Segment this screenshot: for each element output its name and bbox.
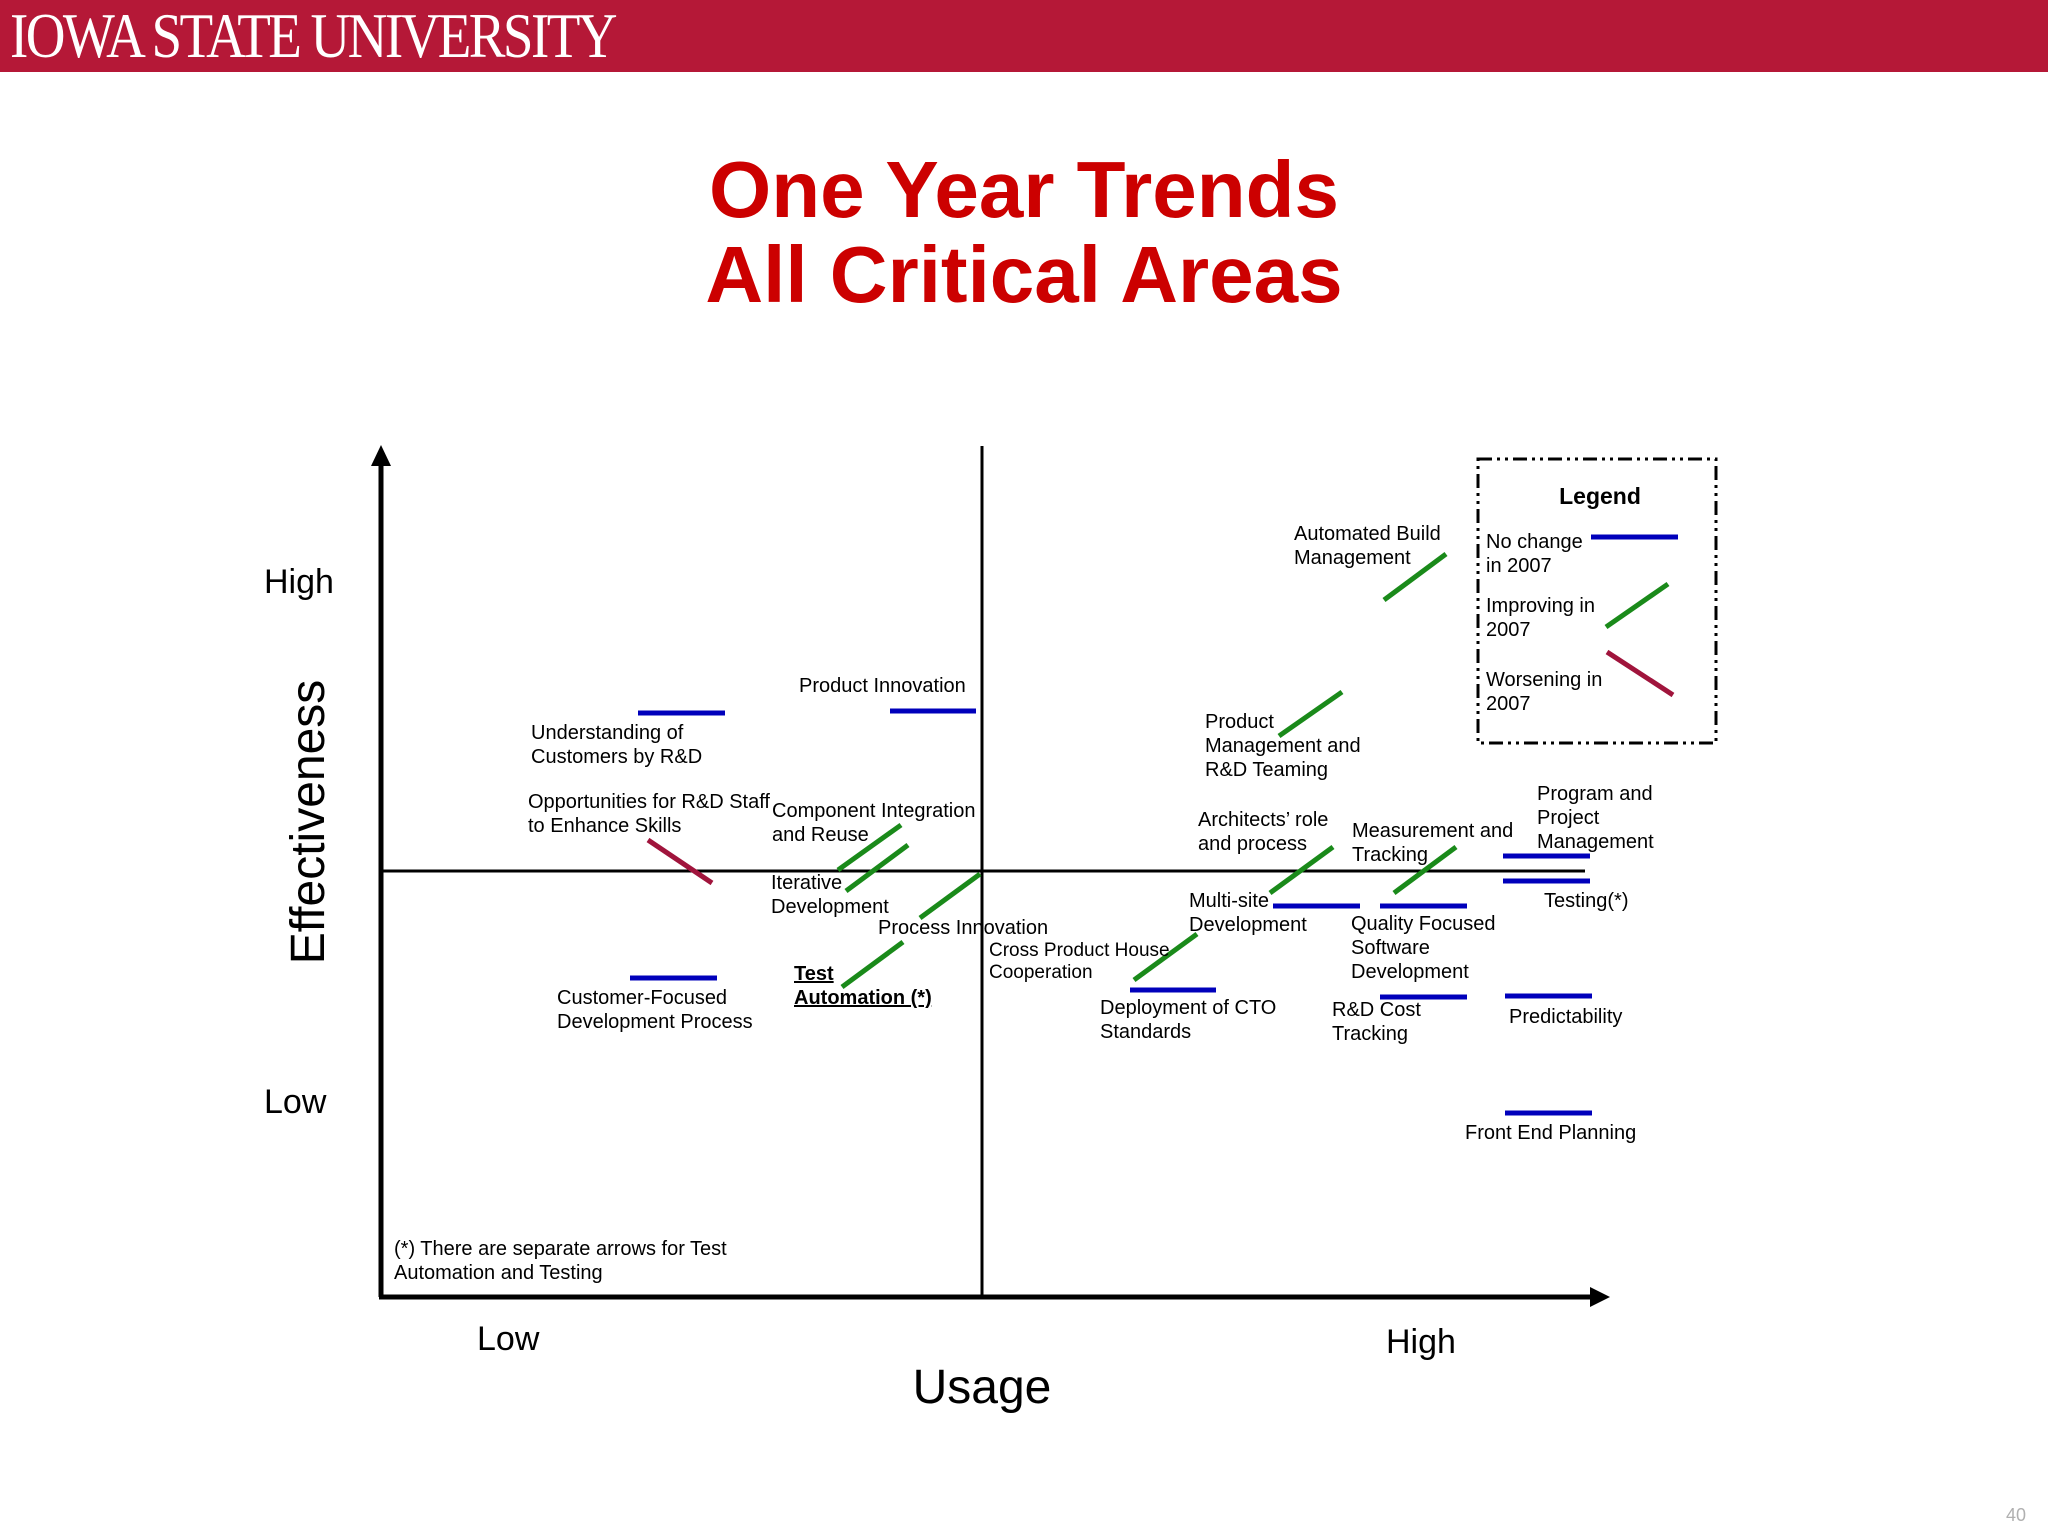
x-axis-arrowhead: [1590, 1287, 1610, 1307]
trend-marker-component-integration-and-reuse: [836, 822, 903, 873]
item-label-component-integration-and-reuse-line-2: and Reuse: [772, 824, 869, 846]
x-tick-low: Low: [477, 1320, 540, 1358]
trend-marker-automated-build-management: [1382, 551, 1448, 603]
item-label-product-innovation-line-1: Product Innovation: [799, 675, 966, 697]
x-tick-high: High: [1386, 1323, 1456, 1361]
trend-marker-cross-product-house-cooperation: [1132, 931, 1199, 983]
trend-marker-iterative-development: [844, 842, 910, 894]
item-label-front-end-planning-line-1: Front End Planning: [1465, 1122, 1636, 1144]
item-label-understanding-of-customers-by-r-d-line-2: Customers by R&D: [531, 746, 702, 768]
item-label-architects-role-and-process-line-2: and process: [1198, 833, 1307, 855]
trend-marker-architects-role-and-process: [1268, 844, 1335, 896]
footnote-line-1: (*) There are separate arrows for Test: [394, 1238, 727, 1260]
trend-marker-product-management-and-r-d-teaming: [1277, 689, 1344, 739]
item-label-r-d-cost-tracking-line-2: Tracking: [1332, 1023, 1408, 1045]
item-label-automated-build-management-line-1: Automated Build: [1294, 523, 1441, 545]
item-label-deployment-of-cto-standards-line-1: Deployment of CTO: [1100, 997, 1276, 1019]
trend-marker-measurement-and-tracking: [1392, 844, 1458, 896]
legend-entry-worsening-marker: [1605, 649, 1675, 698]
legend-entry-worsening-label-line-1: Worsening in: [1486, 669, 1602, 691]
footnote-line-2: Automation and Testing: [394, 1262, 603, 1284]
item-label-cross-product-house-cooperation-line-1: Cross Product House: [989, 940, 1170, 961]
y-axis-arrowhead: [371, 445, 391, 466]
item-label-architects-role-and-process-line-1: Architects’ role: [1198, 809, 1328, 831]
item-label-quality-focused-software-development-line-1: Quality Focused: [1351, 913, 1496, 935]
legend-entry-worsening-label-line-2: 2007: [1486, 693, 1531, 715]
item-label-r-d-cost-tracking-line-1: R&D Cost: [1332, 999, 1421, 1021]
item-label-program-and-project-management-line-2: Project: [1537, 807, 1600, 829]
item-label-product-management-and-r-d-teaming-line-1: Product: [1205, 711, 1274, 733]
x-axis-label: Usage: [913, 1361, 1052, 1414]
legend-title: Legend: [1559, 483, 1641, 509]
item-label-predictability-line-1: Predictability: [1509, 1006, 1622, 1028]
item-label-quality-focused-software-development-line-3: Development: [1351, 961, 1469, 983]
legend-entry-improving-marker: [1604, 581, 1670, 630]
legend-entry-improving-label-line-1: Improving in: [1486, 595, 1595, 617]
item-label-opportunities-for-r-d-staff-to-enhance-skills-line-1: Opportunities for R&D Staff: [528, 791, 770, 813]
item-label-cross-product-house-cooperation-line-2: Cooperation: [989, 962, 1093, 983]
item-label-understanding-of-customers-by-r-d-line-1: Understanding of: [531, 722, 684, 744]
header-bar: IOWA STATE UNIVERSITY: [0, 0, 2048, 72]
y-tick-high: High: [264, 563, 334, 601]
item-label-multi-site-development-line-2: Development: [1189, 914, 1307, 936]
item-label-measurement-and-tracking-line-2: Tracking: [1352, 844, 1428, 866]
item-label-component-integration-and-reuse-line-1: Component Integration: [772, 800, 975, 822]
item-label-quality-focused-software-development-line-2: Software: [1351, 937, 1430, 959]
item-label-customer-focused-development-process-line-2: Development Process: [557, 1011, 753, 1033]
university-logo: IOWA STATE UNIVERSITY: [10, 0, 617, 71]
item-label-opportunities-for-r-d-staff-to-enhance-skills-line-2: to Enhance Skills: [528, 815, 681, 837]
legend-entry-no_change-label-line-1: No change: [1486, 531, 1583, 553]
page-number: 40: [2005, 1505, 2026, 1525]
y-tick-low: Low: [264, 1083, 327, 1121]
legend-entry-improving-label-line-2: 2007: [1486, 619, 1531, 641]
trend-marker-opportunities-for-r-d-staff-to-enhance-skills: [646, 837, 714, 886]
item-label-iterative-development-line-2: Development: [771, 896, 889, 918]
item-label-product-management-and-r-d-teaming-line-2: Management and: [1205, 735, 1361, 757]
item-label-program-and-project-management-line-3: Management: [1537, 831, 1654, 853]
item-label-iterative-development-line-1: Iterative: [771, 872, 842, 894]
legend-entry-no_change-label-line-2: in 2007: [1486, 555, 1552, 577]
item-label-test-automation-line-1: Test: [794, 963, 834, 985]
item-label-process-innovation-line-1: Process Innovation: [878, 917, 1048, 939]
slide-title-line-2: All Critical Areas: [705, 230, 1343, 319]
item-label-multi-site-development-line-1: Multi-site: [1189, 890, 1269, 912]
y-axis-label: Effectiveness: [282, 680, 335, 965]
item-label-program-and-project-management-line-1: Program and: [1537, 783, 1653, 805]
item-label-customer-focused-development-process-line-1: Customer-Focused: [557, 987, 727, 1009]
slide-title-line-1: One Year Trends: [709, 145, 1339, 234]
item-label-automated-build-management-line-2: Management: [1294, 547, 1411, 569]
trend-marker-test-automation: [840, 939, 905, 990]
item-label-test-automation-line-2: Automation (*): [794, 987, 932, 1009]
item-label-testing-line-1: Testing(*): [1544, 890, 1628, 912]
legend-box: [1476, 457, 1718, 745]
item-label-measurement-and-tracking-line-1: Measurement and: [1352, 820, 1513, 842]
item-label-product-management-and-r-d-teaming-line-3: R&D Teaming: [1205, 759, 1328, 781]
item-label-deployment-of-cto-standards-line-2: Standards: [1100, 1021, 1191, 1043]
trend-marker-process-innovation: [918, 871, 982, 921]
